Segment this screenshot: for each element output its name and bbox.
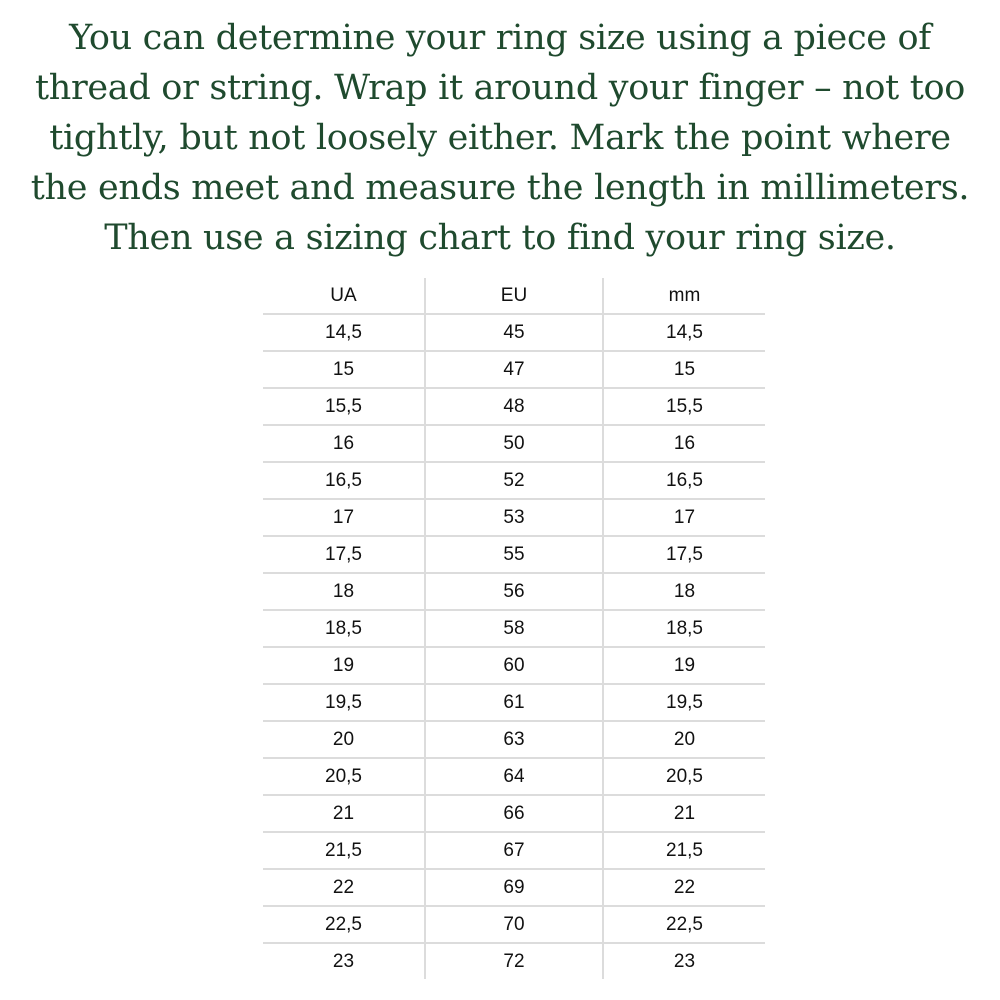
intro-line: thread or string. Wrap it around your fi… (34, 68, 966, 108)
table-row: 20,5 64 20,5 (263, 758, 765, 796)
cell-eu: 53 (425, 499, 604, 537)
table-row: 16,5 52 16,5 (263, 462, 765, 500)
intro-line: Then use a sizing chart to find your rin… (104, 218, 896, 258)
cell-eu: 61 (425, 684, 604, 722)
cell-eu: 72 (425, 943, 604, 979)
table-header-row: UA EU mm (263, 278, 765, 315)
cell-mm: 22 (603, 869, 765, 907)
table-row: 15 47 15 (263, 351, 765, 389)
cell-ua: 20,5 (263, 758, 426, 796)
cell-mm: 20,5 (603, 758, 765, 796)
table-row: 18,5 58 18,5 (263, 610, 765, 648)
cell-ua: 16 (263, 425, 426, 463)
cell-eu: 67 (425, 832, 604, 870)
cell-eu: 56 (425, 573, 604, 611)
cell-eu: 47 (425, 351, 604, 389)
cell-mm: 16,5 (603, 462, 765, 500)
cell-ua: 21,5 (263, 832, 426, 870)
cell-ua: 21 (263, 795, 426, 833)
intro-line: tightly, but not loosely either. Mark th… (49, 118, 951, 158)
cell-ua: 16,5 (263, 462, 426, 500)
cell-ua: 18 (263, 573, 426, 611)
ring-size-table: UA EU mm 14,5 45 14,5 15 47 15 15,5 48 15,5 16 50 1… (263, 278, 765, 979)
table-row: 20 63 20 (263, 721, 765, 759)
header-eu: EU (425, 278, 604, 315)
cell-ua: 17 (263, 499, 426, 537)
header-ua: UA (263, 278, 426, 315)
cell-mm: 19,5 (603, 684, 765, 722)
intro-line: the ends meet and measure the length in … (30, 168, 970, 208)
cell-ua: 22,5 (263, 906, 426, 944)
table-row: 23 72 23 (263, 943, 765, 979)
cell-eu: 55 (425, 536, 604, 574)
intro-text: You can determine your ring size using a… (0, 13, 1000, 263)
table-row: 22 69 22 (263, 869, 765, 907)
table-row: 21,5 67 21,5 (263, 832, 765, 870)
cell-ua: 19,5 (263, 684, 426, 722)
cell-ua: 17,5 (263, 536, 426, 574)
cell-mm: 18 (603, 573, 765, 611)
cell-eu: 69 (425, 869, 604, 907)
cell-ua: 14,5 (263, 314, 426, 352)
cell-mm: 17 (603, 499, 765, 537)
cell-mm: 21 (603, 795, 765, 833)
cell-eu: 64 (425, 758, 604, 796)
cell-ua: 19 (263, 647, 426, 685)
cell-eu: 63 (425, 721, 604, 759)
cell-mm: 16 (603, 425, 765, 463)
table-row: 22,5 70 22,5 (263, 906, 765, 944)
table-row: 16 50 16 (263, 425, 765, 463)
cell-mm: 20 (603, 721, 765, 759)
cell-mm: 15,5 (603, 388, 765, 426)
table-row: 18 56 18 (263, 573, 765, 611)
cell-eu: 58 (425, 610, 604, 648)
cell-ua: 18,5 (263, 610, 426, 648)
cell-ua: 15 (263, 351, 426, 389)
cell-mm: 23 (673, 950, 696, 972)
cell-mm: 14,5 (603, 314, 765, 352)
cell-eu: 70 (425, 906, 604, 944)
cell-mm: 22,5 (603, 906, 765, 944)
table-row: 19,5 61 19,5 (263, 684, 765, 722)
cell-mm: 19 (603, 647, 765, 685)
intro-line: You can determine your ring size using a… (69, 18, 931, 58)
cell-eu: 48 (425, 388, 604, 426)
table-row: 21 66 21 (263, 795, 765, 833)
cell-mm: 18,5 (603, 610, 765, 648)
cell-mm: 17,5 (603, 536, 765, 574)
cell-eu: 66 (425, 795, 604, 833)
table-row: 14,5 45 14,5 (263, 314, 765, 352)
cell-ua: 20 (263, 721, 426, 759)
cell-mm: 15 (603, 351, 765, 389)
cell-eu: 50 (425, 425, 604, 463)
cell-ua: 22 (263, 869, 426, 907)
cell-eu: 60 (425, 647, 604, 685)
cell-ua: 23 (263, 943, 426, 979)
cell-eu: 45 (425, 314, 604, 352)
table-row: 17 53 17 (263, 499, 765, 537)
cell-eu: 52 (425, 462, 604, 500)
table-row: 15,5 48 15,5 (263, 388, 765, 426)
cell-ua: 15,5 (263, 388, 426, 426)
table-row: 17,5 55 17,5 (263, 536, 765, 574)
table-row: 19 60 19 (263, 647, 765, 685)
cell-mm: 21,5 (603, 832, 765, 870)
header-mm: mm (603, 278, 765, 315)
